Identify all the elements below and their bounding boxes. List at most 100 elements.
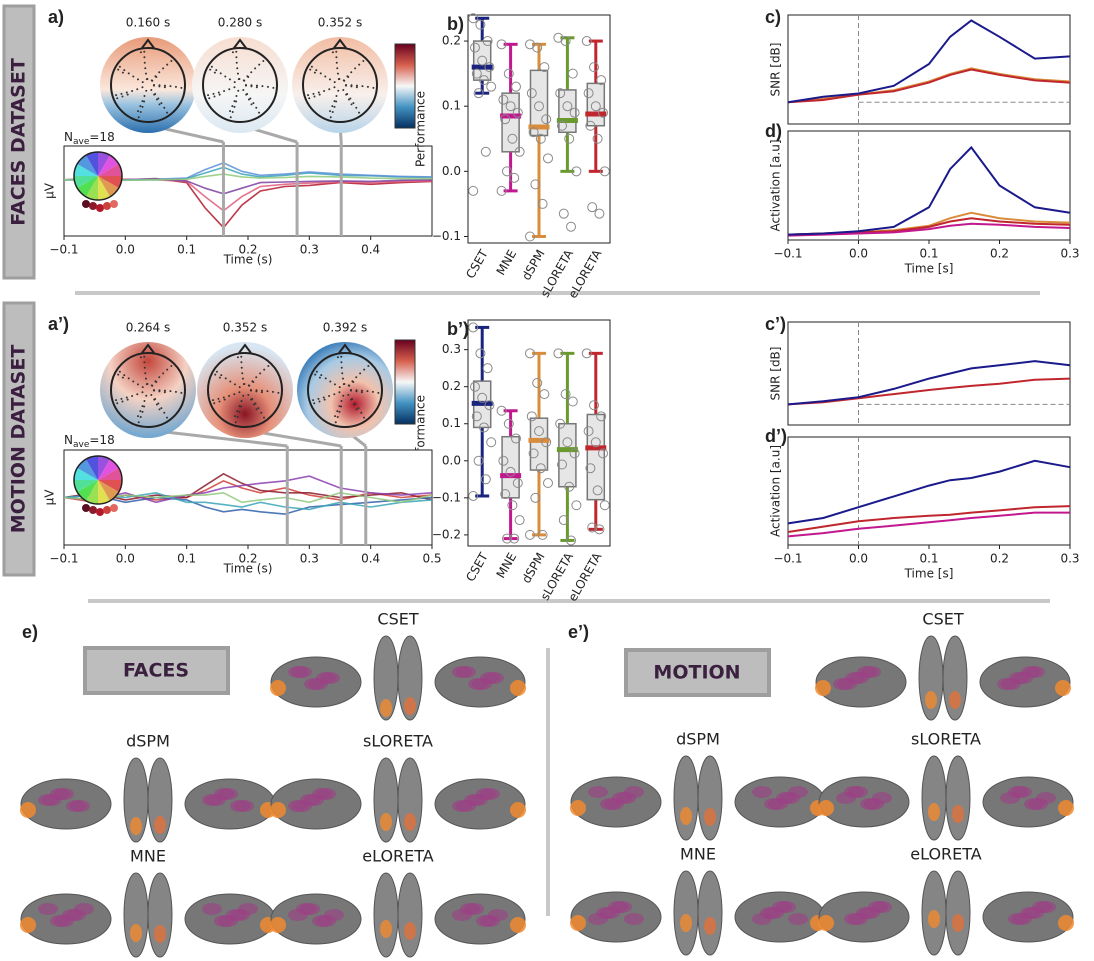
sensor bbox=[138, 421, 140, 423]
sensor bbox=[343, 383, 345, 385]
sensor bbox=[255, 408, 257, 410]
sensor bbox=[350, 71, 352, 73]
activation-blob bbox=[704, 917, 716, 935]
sensor bbox=[218, 92, 220, 94]
activation-blob bbox=[788, 913, 808, 925]
sensor bbox=[145, 73, 147, 75]
brain-render bbox=[270, 758, 526, 842]
color-dot bbox=[96, 508, 104, 516]
x-tick-label: 0.0 bbox=[116, 243, 135, 257]
method-label: eLORETA bbox=[910, 845, 982, 864]
y-tick-label: 0.2 bbox=[442, 34, 461, 48]
box bbox=[474, 41, 491, 80]
topomap bbox=[100, 342, 196, 438]
activation-blob bbox=[1055, 680, 1071, 696]
sensor bbox=[356, 85, 358, 87]
sensor bbox=[180, 87, 182, 89]
line-chart: −0.10.00.10.20.3Time [s]Activation [a.u] bbox=[769, 131, 1080, 276]
sensor bbox=[123, 69, 125, 71]
row-label: FACES DATASET bbox=[8, 58, 30, 226]
activation-blob bbox=[202, 903, 222, 915]
sensor bbox=[335, 95, 337, 97]
sensor bbox=[367, 86, 369, 88]
sensor bbox=[233, 393, 235, 395]
activation-blob bbox=[510, 917, 526, 933]
sensor bbox=[318, 92, 320, 94]
sensor bbox=[209, 69, 211, 71]
x-tick-label: dSPM bbox=[519, 550, 548, 585]
brain-top bbox=[922, 756, 946, 840]
sensor bbox=[337, 356, 339, 358]
sensor bbox=[164, 85, 166, 87]
activation-blob bbox=[206, 794, 226, 806]
y-axis-label: µV bbox=[43, 489, 57, 506]
sensor bbox=[257, 407, 259, 409]
sensor bbox=[248, 385, 250, 387]
sensor bbox=[140, 51, 142, 53]
brain-render bbox=[270, 873, 526, 957]
sensor bbox=[361, 390, 363, 392]
y-axis-label: µV bbox=[43, 182, 57, 199]
activation-blob bbox=[292, 800, 312, 812]
sensor bbox=[153, 399, 155, 401]
activation-blob bbox=[952, 914, 964, 932]
color-dot bbox=[82, 504, 90, 512]
sensor bbox=[238, 78, 240, 80]
activation-blob bbox=[316, 915, 336, 927]
activation-blob bbox=[380, 813, 392, 831]
sensor bbox=[348, 98, 350, 100]
x-tick-label: −0.1 bbox=[773, 552, 802, 566]
plot-frame bbox=[64, 146, 432, 236]
sensor bbox=[120, 398, 122, 400]
sensor bbox=[158, 390, 160, 392]
sensor bbox=[363, 369, 365, 371]
sensor bbox=[342, 395, 344, 397]
x-axis-label: Time (s) bbox=[223, 253, 273, 267]
sensor bbox=[324, 75, 326, 77]
sensor bbox=[320, 374, 322, 376]
x-tick-label: 0.4 bbox=[361, 243, 380, 257]
activation-blob bbox=[480, 915, 500, 927]
sensor bbox=[334, 106, 336, 108]
sensor bbox=[170, 60, 172, 62]
sensor bbox=[335, 56, 337, 58]
sensor bbox=[142, 81, 144, 83]
sensor bbox=[128, 72, 130, 74]
x-tick-label: 0.2 bbox=[990, 247, 1009, 261]
sensor bbox=[158, 376, 160, 378]
sensor bbox=[259, 372, 261, 374]
sensor bbox=[353, 403, 355, 405]
sensor bbox=[217, 398, 219, 400]
sensor bbox=[334, 81, 336, 83]
activation-blob bbox=[154, 925, 166, 943]
activation-blob bbox=[704, 808, 716, 826]
brain-render bbox=[20, 873, 276, 957]
sensor bbox=[150, 89, 152, 91]
sensor bbox=[256, 86, 258, 88]
color-dot bbox=[110, 504, 118, 512]
sensor bbox=[234, 415, 236, 417]
sensor bbox=[234, 383, 236, 385]
nave-label: Nave=18 bbox=[64, 130, 115, 147]
sensor bbox=[166, 417, 168, 419]
sensor bbox=[332, 51, 334, 53]
brain-render bbox=[570, 756, 826, 840]
sensor bbox=[229, 78, 231, 80]
sensor bbox=[131, 90, 133, 92]
sensor bbox=[340, 356, 342, 358]
sensor bbox=[256, 85, 258, 87]
activation-blob bbox=[928, 803, 940, 821]
sensor bbox=[323, 90, 325, 92]
topomap-time: 0.352 s bbox=[223, 321, 267, 335]
sensor bbox=[155, 381, 157, 383]
sensor bbox=[116, 97, 118, 99]
sensor bbox=[235, 421, 237, 423]
activation-blob bbox=[570, 800, 586, 816]
sensor bbox=[153, 85, 155, 87]
sensor bbox=[329, 380, 331, 382]
sensor bbox=[339, 411, 341, 413]
x-tick-label: 0.0 bbox=[849, 552, 868, 566]
brain-top bbox=[674, 871, 698, 955]
sensor bbox=[315, 69, 317, 71]
activation-blob bbox=[270, 680, 286, 696]
